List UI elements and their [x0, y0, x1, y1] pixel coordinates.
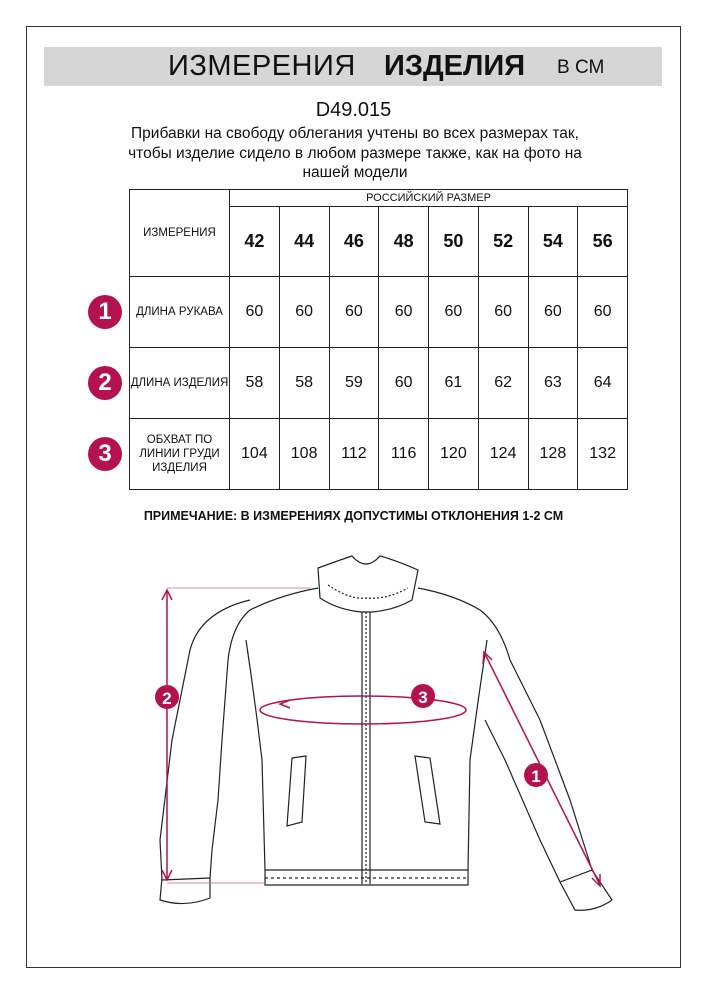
- table-cell: 62: [477, 347, 529, 419]
- size-header: 46: [328, 206, 380, 277]
- table-cell: 108: [278, 418, 330, 490]
- table-cell: 112: [328, 418, 380, 490]
- table-cell: 60: [428, 276, 479, 348]
- table-cell: 60: [328, 276, 380, 348]
- jacket-outline: [159, 555, 613, 911]
- note: ПРИМЕЧАНИЕ: В ИЗМЕРЕНИЯХ ДОПУСТИМЫ ОТКЛО…: [143, 509, 564, 523]
- row-label: ДЛИНА РУКАВА: [129, 276, 230, 348]
- table-cell: 60: [477, 276, 529, 348]
- page-frame: [26, 26, 681, 968]
- table-cell: 60: [378, 276, 429, 348]
- table-cell: 60: [378, 347, 429, 419]
- unit-label: В СМ: [557, 57, 605, 78]
- header-band: [44, 47, 662, 86]
- table-cell: 60: [527, 276, 579, 348]
- measurement-arrows: [161, 587, 601, 888]
- title-bold: ИЗДЕЛИЯ: [384, 50, 526, 82]
- table-row: ДЛИНА РУКАВА 60 60 60 60 60 60 60 60: [129, 276, 628, 348]
- row-number-badge: 3: [88, 437, 122, 471]
- description: Прибавки на свободу облегания учтены во …: [128, 125, 582, 181]
- table-cell: 104: [229, 418, 280, 490]
- size-header: 56: [577, 206, 628, 277]
- row-label: ОБХВАТ ПО ЛИНИИ ГРУДИ ИЗДЕЛИЯ: [129, 418, 230, 490]
- row-number-badge: 1: [88, 295, 122, 329]
- table-cell: 61: [428, 347, 479, 419]
- article-code: D49.015: [315, 99, 392, 121]
- size-table: ИЗМЕРЕНИЯ РОССИЙСКИЙ РАЗМЕР 42 44 46 48 50 52…: [129, 189, 628, 490]
- size-header: 44: [278, 206, 330, 277]
- marker-3: 3: [418, 688, 427, 707]
- table-cell: 124: [477, 418, 529, 490]
- table-cell: 60: [577, 276, 628, 348]
- marker-2: 2: [162, 689, 171, 708]
- row-label: ДЛИНА ИЗДЕЛИЯ: [129, 347, 230, 419]
- corner-header: ИЗМЕРЕНИЯ: [129, 189, 230, 277]
- table-cell: 132: [577, 418, 628, 490]
- table-cell: 60: [278, 276, 330, 348]
- size-header: 54: [527, 206, 579, 277]
- title-regular: ИЗМЕРЕНИЯ: [168, 50, 356, 82]
- marker-1: 1: [531, 767, 540, 786]
- table-cell: 59: [328, 347, 380, 419]
- row-number-badge: 2: [88, 366, 122, 400]
- size-header: 48: [378, 206, 429, 277]
- table-row: ОБХВАТ ПО ЛИНИИ ГРУДИ ИЗДЕЛИЯ 104 108 112 11…: [129, 418, 628, 490]
- table-cell: 58: [278, 347, 330, 419]
- diagram-markers: 2 3 1: [155, 684, 548, 787]
- table-row: ДЛИНА ИЗДЕЛИЯ 58 58 59 60 61 62 63 64: [129, 347, 628, 419]
- table-cell: 120: [428, 418, 479, 490]
- table-cell: 128: [527, 418, 579, 490]
